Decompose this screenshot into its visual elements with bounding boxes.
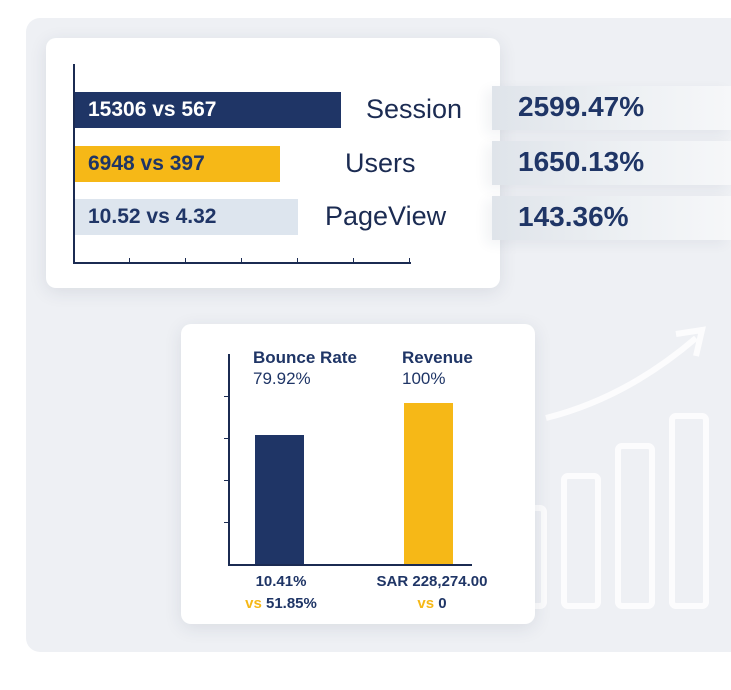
vbar-revenue [404,403,453,564]
v-y-axis-tick [224,438,230,439]
percent-change-value: 1650.13% [518,146,645,177]
percent-change-value: 143.36% [518,201,629,232]
x-axis-line [73,262,411,264]
v-x-axis-line [228,564,472,566]
hbar-category-label: PageView [325,201,447,231]
vbar-current-value: 10.41% [255,573,307,590]
x-axis-tick [409,258,410,263]
v-y-axis-tick [224,480,230,481]
v-y-axis-tick [224,396,230,397]
x-axis-tick [297,258,298,263]
vs-word: vs [417,595,435,612]
vbar-title-bounce-rate: Bounce Rate [253,348,357,367]
y-axis-line [73,64,75,264]
x-axis-tick [185,258,186,263]
x-axis-tick [129,258,130,263]
percent-change-strip [492,141,731,185]
vbar-value-bounce-rate: 79.92% [253,369,311,388]
hbar-session: 15306 vs 567 [74,92,341,128]
x-axis-tick [241,258,242,263]
bottom-comparison-card [181,324,535,624]
previous-number: 51.85% [261,595,317,612]
percent-change-value: 2599.47% [518,91,645,122]
hbar-pageview: 10.52 vs 4.32 [74,199,298,235]
previous-number: 0 [434,595,447,612]
vbar-title-revenue: Revenue [402,348,473,367]
v-y-axis-tick [224,522,230,523]
percent-change-strip [492,86,731,130]
hbar-users: 6948 vs 397 [74,146,280,182]
vbar-value-revenue: 100% [402,369,446,388]
vbar-bounce-rate [255,435,304,564]
vbar-previous-value: vs 51.85% [191,595,371,612]
v-y-axis-line [228,354,230,566]
hbar-category-label: Session [366,94,463,124]
vs-word: vs [245,595,262,612]
vbar-current-value: SAR 228,274.00 [376,573,488,590]
hbar-category-label: Users [345,148,416,178]
vbar-previous-value: vs 0 [342,595,522,612]
percent-change-strip [492,196,731,240]
growth-chart-decoration-icon [507,326,709,609]
x-axis-tick [353,258,354,263]
